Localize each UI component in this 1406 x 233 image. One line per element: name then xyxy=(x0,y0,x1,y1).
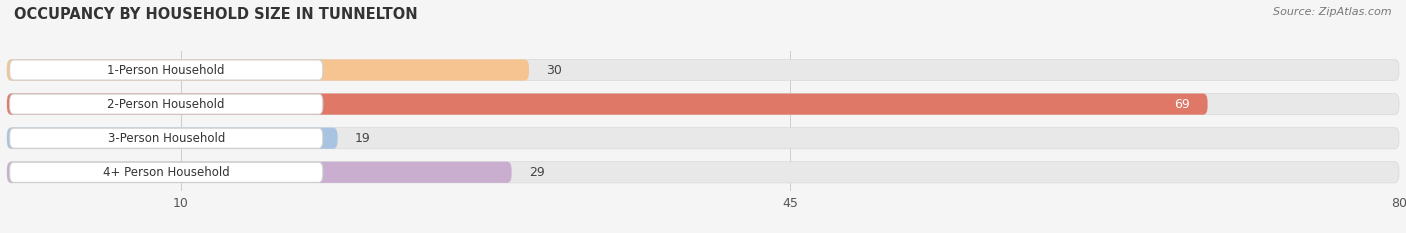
Text: 2-Person Household: 2-Person Household xyxy=(107,98,225,111)
Text: Source: ZipAtlas.com: Source: ZipAtlas.com xyxy=(1274,7,1392,17)
Text: 3-Person Household: 3-Person Household xyxy=(107,132,225,145)
Text: 69: 69 xyxy=(1174,98,1191,111)
FancyBboxPatch shape xyxy=(7,93,1399,115)
Text: 30: 30 xyxy=(547,64,562,76)
Text: 29: 29 xyxy=(529,166,544,179)
FancyBboxPatch shape xyxy=(7,128,337,149)
Text: 19: 19 xyxy=(354,132,371,145)
FancyBboxPatch shape xyxy=(10,94,323,114)
FancyBboxPatch shape xyxy=(7,162,1399,183)
Text: 1-Person Household: 1-Person Household xyxy=(107,64,225,76)
FancyBboxPatch shape xyxy=(10,162,323,182)
FancyBboxPatch shape xyxy=(7,162,512,183)
FancyBboxPatch shape xyxy=(7,93,1208,115)
FancyBboxPatch shape xyxy=(7,59,529,81)
FancyBboxPatch shape xyxy=(10,128,323,148)
Text: OCCUPANCY BY HOUSEHOLD SIZE IN TUNNELTON: OCCUPANCY BY HOUSEHOLD SIZE IN TUNNELTON xyxy=(14,7,418,22)
FancyBboxPatch shape xyxy=(10,60,323,80)
FancyBboxPatch shape xyxy=(7,128,1399,149)
Text: 4+ Person Household: 4+ Person Household xyxy=(103,166,229,179)
FancyBboxPatch shape xyxy=(7,59,1399,81)
